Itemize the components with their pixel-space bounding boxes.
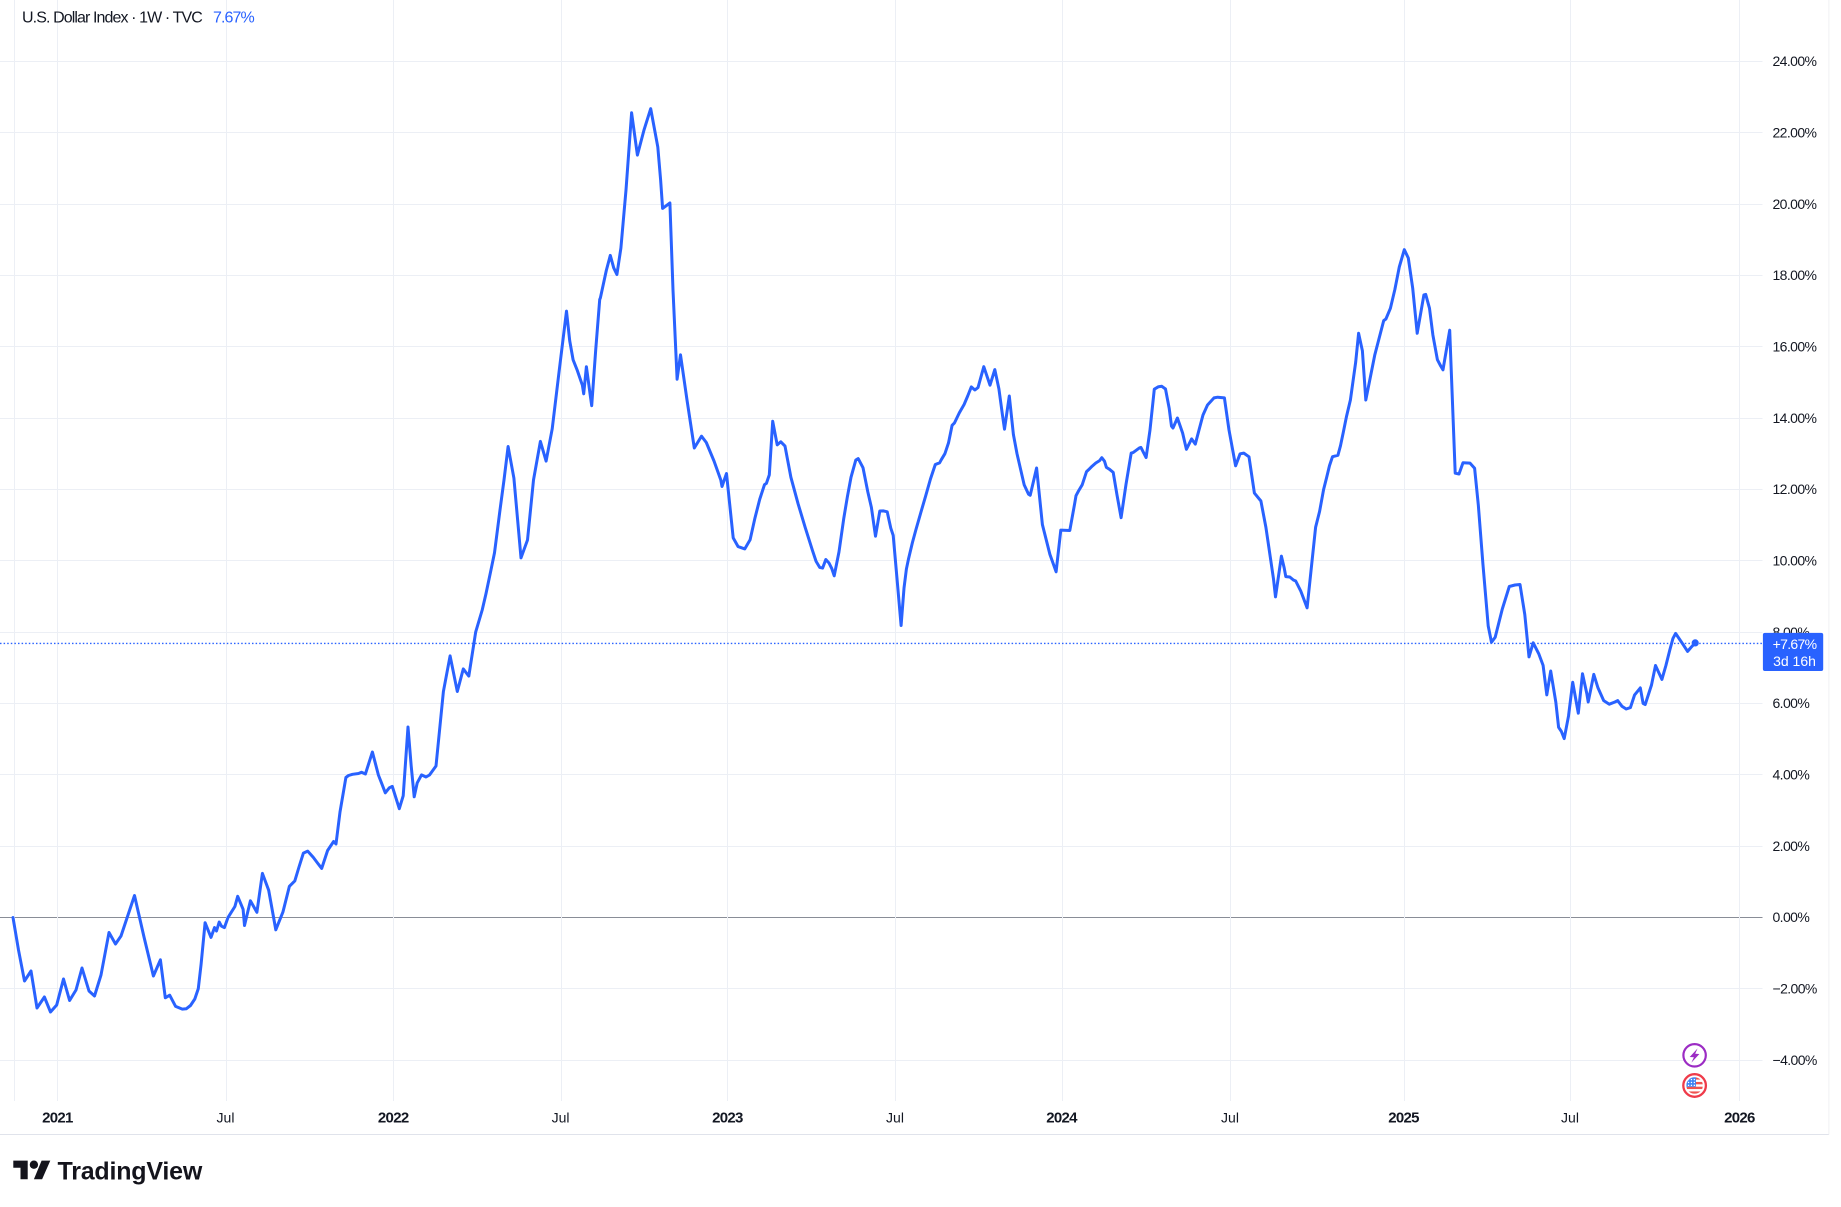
svg-text:−4.00%: −4.00% xyxy=(1773,1052,1817,1068)
svg-text:+7.67%: +7.67% xyxy=(1773,636,1817,652)
svg-text:−2.00%: −2.00% xyxy=(1773,980,1817,996)
svg-text:2022: 2022 xyxy=(378,1110,409,1127)
svg-text:3d 16h: 3d 16h xyxy=(1773,653,1816,669)
svg-text:Jul: Jul xyxy=(552,1110,570,1126)
svg-text:14.00%: 14.00% xyxy=(1773,410,1817,426)
svg-text:2025: 2025 xyxy=(1388,1110,1419,1127)
svg-text:0.00%: 0.00% xyxy=(1773,909,1810,925)
svg-text:20.00%: 20.00% xyxy=(1773,196,1817,212)
svg-text:6.00%: 6.00% xyxy=(1773,695,1810,711)
svg-text:2021: 2021 xyxy=(42,1110,73,1127)
svg-text:2026: 2026 xyxy=(1724,1110,1755,1127)
svg-text:18.00%: 18.00% xyxy=(1773,267,1817,283)
svg-text:24.00%: 24.00% xyxy=(1773,53,1817,69)
svg-text:12.00%: 12.00% xyxy=(1773,481,1817,497)
svg-text:TradingView: TradingView xyxy=(58,1157,203,1185)
svg-text:Jul: Jul xyxy=(217,1110,235,1126)
svg-text:4.00%: 4.00% xyxy=(1773,766,1810,782)
svg-text:16.00%: 16.00% xyxy=(1773,338,1817,354)
svg-text:Jul: Jul xyxy=(1561,1110,1579,1126)
svg-text:U.S. Dollar Index · 1W · TVC: U.S. Dollar Index · 1W · TVC xyxy=(22,10,202,27)
svg-text:Jul: Jul xyxy=(1221,1110,1239,1126)
svg-text:2023: 2023 xyxy=(712,1110,743,1127)
svg-text:22.00%: 22.00% xyxy=(1773,124,1817,140)
svg-text:2024: 2024 xyxy=(1046,1110,1078,1127)
svg-text:7.67%: 7.67% xyxy=(213,10,255,27)
svg-text:Jul: Jul xyxy=(886,1110,904,1126)
svg-text:10.00%: 10.00% xyxy=(1773,552,1817,568)
svg-text:2.00%: 2.00% xyxy=(1773,838,1810,854)
